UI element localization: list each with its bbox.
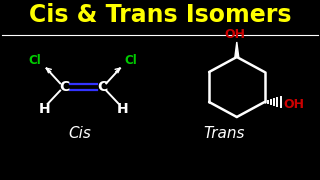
Text: OH: OH <box>284 98 305 111</box>
Text: H: H <box>116 102 128 116</box>
Polygon shape <box>235 42 239 57</box>
Text: Trans: Trans <box>203 126 245 141</box>
Text: Cis & Trans Isomers: Cis & Trans Isomers <box>29 3 291 27</box>
Text: OH: OH <box>225 28 246 41</box>
Text: Cl: Cl <box>29 54 42 67</box>
Text: Cl: Cl <box>125 54 138 67</box>
Text: Cis: Cis <box>68 126 92 141</box>
Text: C: C <box>97 80 108 94</box>
Text: C: C <box>59 80 69 94</box>
Text: H: H <box>38 102 50 116</box>
